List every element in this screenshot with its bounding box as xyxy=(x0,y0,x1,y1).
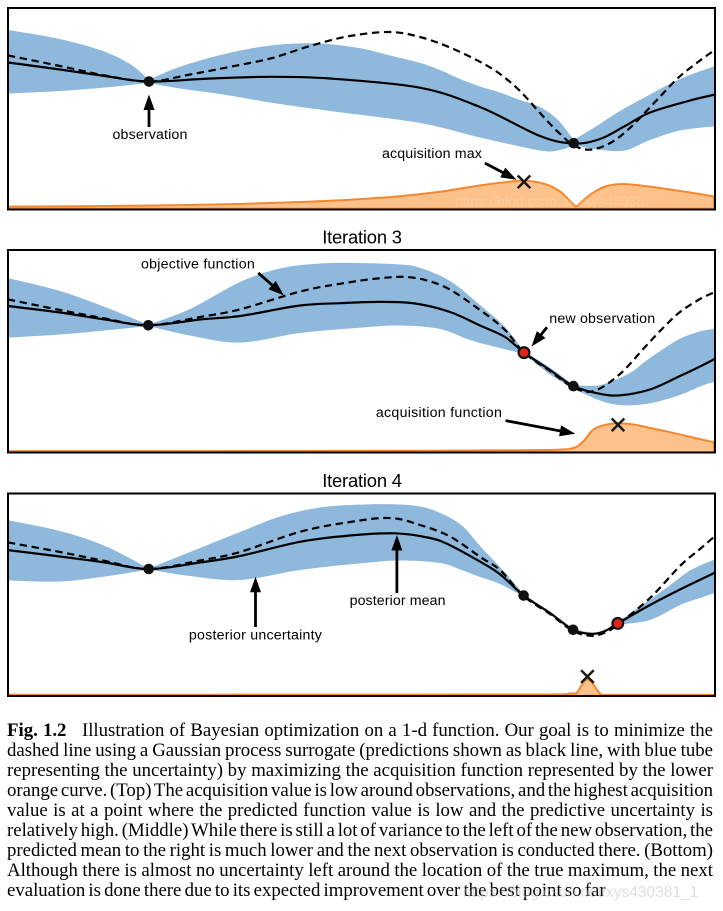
svg-text:posterior mean: posterior mean xyxy=(350,593,446,609)
svg-text:acquisition max: acquisition max xyxy=(382,146,482,162)
svg-text:objective function: objective function xyxy=(141,257,255,273)
svg-text:Iteration 4: Iteration 4 xyxy=(322,470,402,491)
svg-text:acquisition function: acquisition function xyxy=(376,405,502,421)
svg-text:https://blog.csdn.net/xys43038: https://blog.csdn.net/xys43038 xyxy=(455,193,644,209)
svg-text:posterior uncertainty: posterior uncertainty xyxy=(189,628,323,644)
svg-text:Iteration 3: Iteration 3 xyxy=(322,227,402,248)
svg-text:new observation: new observation xyxy=(549,311,655,327)
svg-text:observation: observation xyxy=(113,127,188,143)
